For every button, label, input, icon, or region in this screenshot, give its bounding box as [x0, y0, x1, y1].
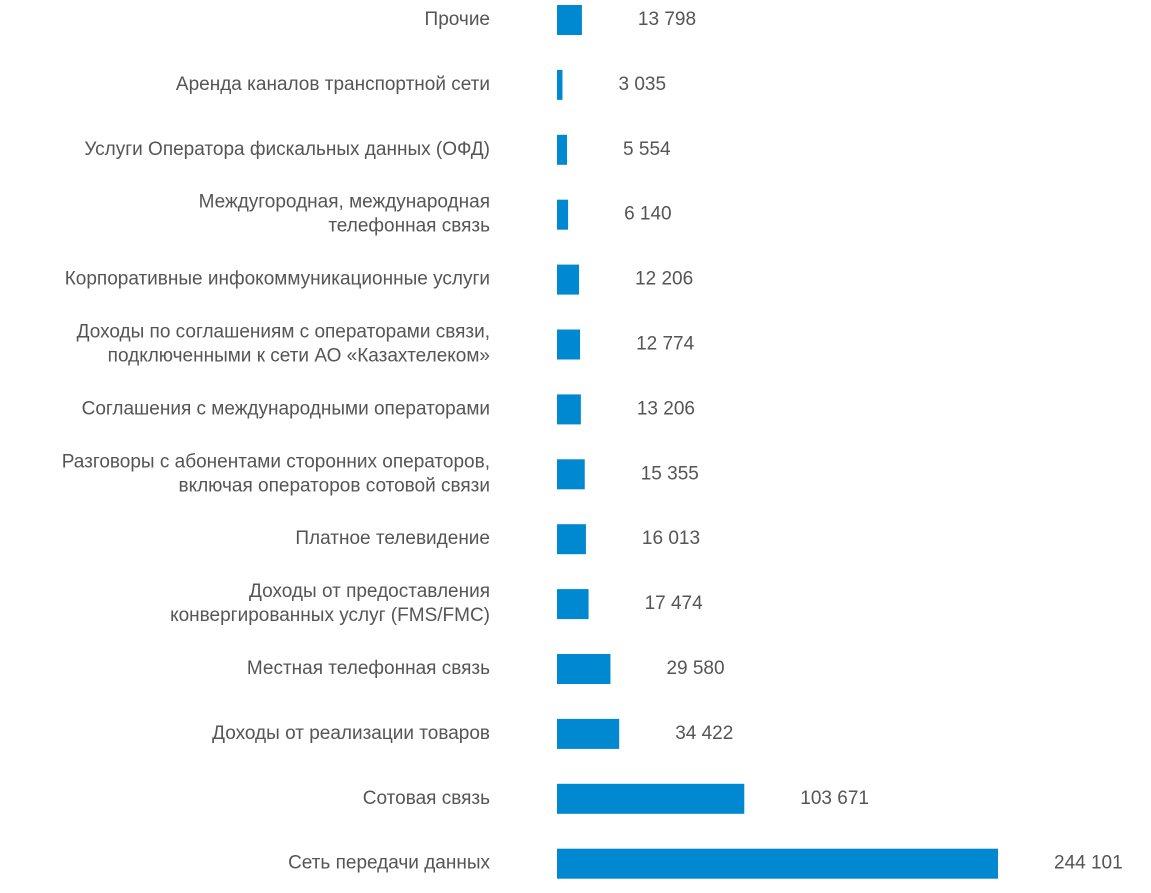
value-label: 3 035: [618, 74, 666, 95]
value-label: 6 140: [624, 204, 672, 225]
category-label: Доходы от предоставления конвергированных…: [170, 581, 490, 626]
value-label: 15 355: [641, 463, 699, 484]
value-label: 5 554: [623, 139, 671, 160]
category-label: Корпоративные инфокоммуникационные услуг…: [65, 269, 490, 290]
category-label: Разговоры с абонентами сторонних операто…: [62, 451, 490, 496]
value-label: 12 774: [636, 334, 695, 355]
bar: [557, 5, 582, 35]
category-label: Сотовая связь: [363, 788, 490, 809]
bar: [557, 589, 589, 620]
bar: [557, 459, 585, 490]
category-label: Услуги Оператора фискальных данных (ОФД): [84, 139, 490, 160]
bar: [557, 718, 620, 749]
value-label: 13 206: [637, 398, 695, 419]
category-label: Доходы по соглашениям с операторами связ…: [77, 322, 490, 367]
value-label: 16 013: [642, 528, 700, 549]
category-label: Местная телефонная связь: [247, 658, 490, 679]
category-label: Сеть передачи данных: [288, 853, 490, 874]
bar: [557, 654, 611, 684]
bar: [557, 69, 563, 100]
value-label: 244 101: [1054, 853, 1123, 874]
bar: [557, 848, 998, 879]
bar: [557, 329, 581, 360]
bar: [557, 264, 580, 295]
value-label: 17 474: [645, 593, 704, 614]
category-label: Платное телевидение: [295, 528, 490, 549]
bar: [557, 524, 586, 555]
value-label: 103 671: [800, 788, 869, 809]
bar: [557, 134, 568, 165]
value-label: 29 580: [666, 658, 724, 679]
value-label: 12 206: [635, 269, 693, 290]
bar: [557, 783, 745, 814]
category-label: Аренда каналов транспортной сети: [176, 74, 490, 95]
category-label: Прочие: [425, 9, 490, 30]
bar: [557, 199, 569, 230]
value-label: 34 422: [675, 723, 733, 744]
category-label: Доходы от реализации товаров: [212, 723, 490, 744]
bar: [557, 394, 581, 425]
category-label: Междугородная, международная телефонная с…: [199, 192, 490, 237]
category-label: Соглашения с международными операторами: [82, 398, 490, 419]
value-label: 13 798: [638, 9, 696, 30]
